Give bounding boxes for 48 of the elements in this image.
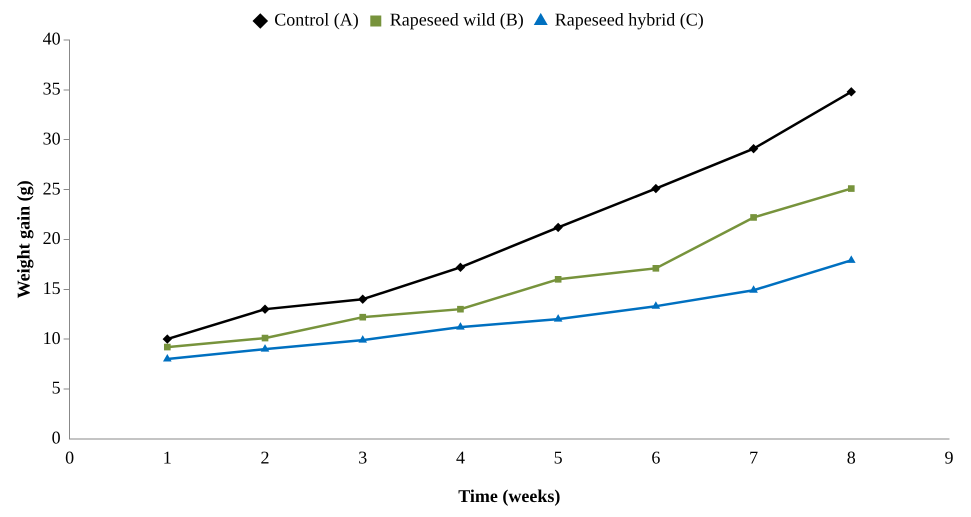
legend-label: Control (A) xyxy=(274,10,359,30)
point xyxy=(652,264,660,272)
x-tick-label: 9 xyxy=(944,447,954,468)
y-tick-label: 15 xyxy=(42,278,61,298)
point xyxy=(358,336,367,343)
x-tick-label: 6 xyxy=(651,447,660,468)
point xyxy=(261,344,269,352)
x-tick-label: 0 xyxy=(65,447,74,468)
y-axis-title: Weight gain (g) xyxy=(13,180,34,298)
point xyxy=(848,185,855,192)
point xyxy=(260,304,270,314)
x-tick-label: 7 xyxy=(749,447,758,468)
x-tick-label: 2 xyxy=(260,447,270,468)
point xyxy=(358,294,368,304)
point xyxy=(554,222,563,232)
y-tick-label: 20 xyxy=(42,228,61,248)
point xyxy=(750,286,758,293)
point xyxy=(456,322,464,330)
y-tick-label: 25 xyxy=(42,178,61,198)
point xyxy=(651,184,660,194)
legend-label: Rapeseed wild (B) xyxy=(390,10,524,30)
point xyxy=(652,302,660,309)
point xyxy=(749,144,758,154)
point xyxy=(846,87,856,96)
point xyxy=(164,344,171,350)
point xyxy=(847,256,856,263)
x-tick-label: 3 xyxy=(358,447,368,468)
y-tick-label: 35 xyxy=(42,78,61,99)
x-tick-label: 4 xyxy=(456,447,465,468)
point xyxy=(554,314,562,322)
x-tick-label: 1 xyxy=(162,447,172,468)
point xyxy=(554,276,562,283)
y-tick-label: 40 xyxy=(42,28,61,49)
point xyxy=(262,334,268,342)
y-tick-label: 10 xyxy=(42,328,61,348)
point xyxy=(163,354,172,362)
y-tick-label: 0 xyxy=(52,428,61,448)
point xyxy=(457,306,464,313)
y-tick-label: 5 xyxy=(52,378,61,398)
legend-label: Rapeseed hybrid (C) xyxy=(554,10,704,30)
point xyxy=(359,314,366,320)
point xyxy=(162,334,172,344)
point xyxy=(456,262,465,272)
y-tick-label: 30 xyxy=(42,128,61,148)
x-tick-label: 5 xyxy=(554,447,563,468)
point xyxy=(750,214,757,221)
x-axis-title: Time (weeks) xyxy=(458,486,560,506)
x-tick-label: 8 xyxy=(846,447,856,468)
